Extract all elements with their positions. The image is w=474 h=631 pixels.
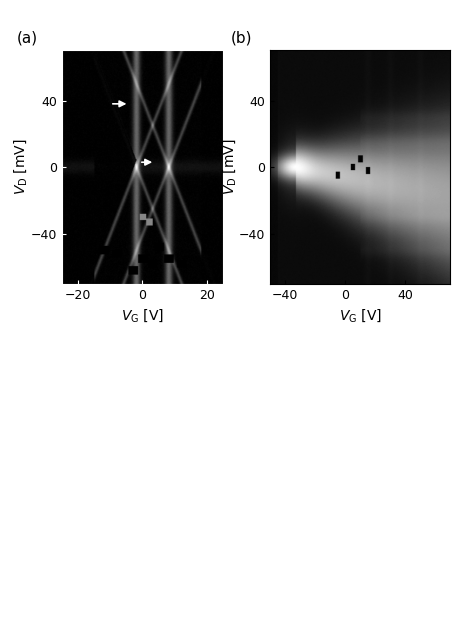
X-axis label: $V_\mathrm{G}$ [V]: $V_\mathrm{G}$ [V] [121, 307, 164, 324]
Y-axis label: $V_\mathrm{D}$ [mV]: $V_\mathrm{D}$ [mV] [12, 139, 29, 196]
Y-axis label: $V_\mathrm{D}$ [mV]: $V_\mathrm{D}$ [mV] [221, 139, 237, 196]
Text: (b): (b) [230, 31, 252, 46]
X-axis label: $V_\mathrm{G}$ [V]: $V_\mathrm{G}$ [V] [339, 307, 382, 324]
Text: (a): (a) [17, 31, 37, 46]
